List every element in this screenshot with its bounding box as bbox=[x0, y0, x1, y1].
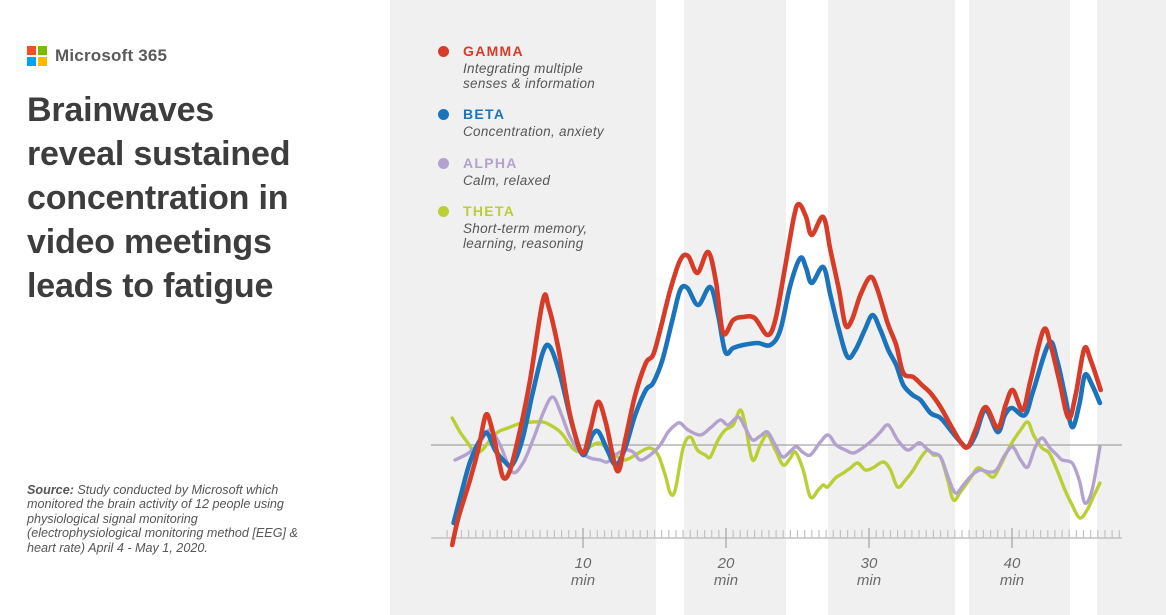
chart-panel: 10 min 20 min 30 min 40 min GAMMA Integrating mu… bbox=[390, 0, 1166, 615]
headline: Brainwaves reveal sustained concentratio… bbox=[27, 91, 291, 305]
source-note: Source: Study conducted by Microsoft whi… bbox=[27, 483, 309, 555]
background-stripe bbox=[786, 0, 828, 615]
legend-desc: Concentration, anxiety bbox=[463, 124, 604, 139]
microsoft-365-brand: Microsoft 365 bbox=[27, 46, 167, 66]
gamma-dot-icon bbox=[438, 46, 449, 57]
legend-item-gamma: GAMMA Integrating multiple senses & infor… bbox=[438, 44, 678, 91]
background-stripe bbox=[656, 0, 684, 615]
legend-name: BETA bbox=[463, 106, 506, 122]
background-stripe bbox=[1070, 0, 1097, 615]
tick-label-unit: min bbox=[1000, 572, 1024, 589]
source-text: Study conducted by Microsoft which monit… bbox=[27, 483, 298, 555]
tick-label-unit: min bbox=[714, 572, 738, 589]
legend-item-beta: BETA Concentration, anxiety bbox=[438, 107, 678, 140]
legend-text: ALPHA Calm, relaxed bbox=[463, 154, 551, 189]
legend-name: ALPHA bbox=[463, 154, 518, 171]
gamma-line bbox=[449, 201, 1103, 548]
legend-desc: Integrating multiple senses & informatio… bbox=[463, 61, 596, 91]
legend-desc: Short-term memory, learning, reasoning bbox=[463, 221, 588, 251]
microsoft-logo-icon bbox=[27, 46, 47, 66]
legend-text: THETA Short-term memory, learning, reason… bbox=[463, 204, 587, 251]
theta-line bbox=[450, 408, 1102, 520]
source-label: Source: bbox=[27, 483, 74, 497]
legend-item-alpha: ALPHA Calm, relaxed bbox=[438, 154, 678, 189]
legend-text: GAMMA Integrating multiple senses & infor… bbox=[463, 44, 595, 91]
beta-line bbox=[451, 255, 1103, 526]
legend-text: BETA Concentration, anxiety bbox=[463, 107, 604, 140]
tick-label-unit: min bbox=[571, 572, 595, 589]
legend-item-theta: THETA Short-term memory, learning, reason… bbox=[438, 204, 678, 251]
alpha-dot-icon bbox=[438, 157, 449, 169]
chart-legend: GAMMA Integrating multiple senses & infor… bbox=[438, 44, 678, 267]
theta-dot-icon bbox=[438, 206, 449, 217]
tick-label-value: 20 bbox=[717, 555, 735, 572]
tick-label-value: 30 bbox=[861, 555, 878, 572]
beta-dot-icon bbox=[438, 109, 449, 120]
tick-label-value: 40 bbox=[1004, 555, 1021, 572]
legend-desc: Calm, relaxed bbox=[463, 172, 551, 188]
brand-name: Microsoft 365 bbox=[55, 46, 168, 65]
left-panel: Microsoft 365 Brainwaves reveal sustaine… bbox=[0, 0, 390, 615]
tick-label-value: 10 bbox=[575, 555, 592, 572]
tick-label-unit: min bbox=[857, 572, 881, 589]
background-stripe bbox=[955, 0, 969, 615]
legend-name: THETA bbox=[463, 203, 516, 219]
legend-name: GAMMA bbox=[463, 43, 524, 59]
